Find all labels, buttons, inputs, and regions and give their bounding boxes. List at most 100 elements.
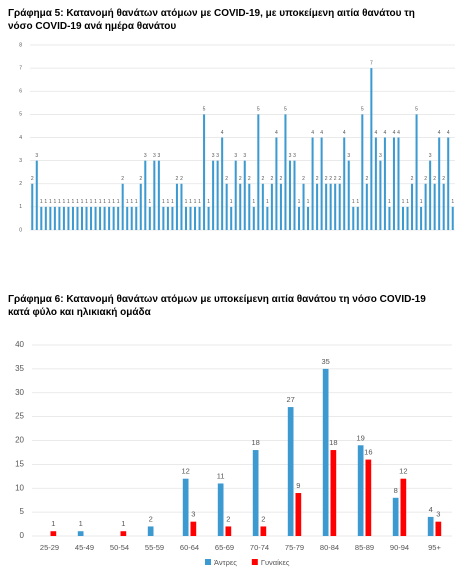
data-label: 1 — [185, 199, 188, 205]
y-tick-label: 15 — [15, 459, 24, 468]
bar — [130, 206, 133, 230]
bar — [429, 160, 432, 230]
bar — [451, 206, 454, 230]
data-label: 4 — [275, 130, 278, 136]
data-label: 3 — [429, 153, 432, 159]
x-tick-label: 50-54 — [110, 543, 129, 552]
data-label: 1 — [94, 199, 97, 205]
data-label: 5 — [284, 107, 287, 113]
data-label: 35 — [321, 357, 329, 366]
bar — [252, 450, 259, 536]
bar — [248, 183, 251, 230]
bar — [307, 206, 310, 230]
bar — [275, 137, 278, 230]
data-label: 1 — [307, 199, 310, 205]
bar — [243, 160, 246, 230]
bar — [356, 206, 359, 230]
data-label: 3 — [234, 153, 237, 159]
data-label: 4 — [393, 130, 396, 136]
data-label: 1 — [162, 199, 165, 205]
data-label: 1 — [402, 199, 405, 205]
data-label: 3 — [289, 153, 292, 159]
bar — [397, 137, 400, 230]
data-label: 1 — [126, 199, 129, 205]
x-tick-label: 65-69 — [215, 543, 234, 552]
bar — [288, 160, 291, 230]
data-label: 18 — [329, 438, 337, 447]
data-label: 4 — [397, 130, 400, 136]
bar — [194, 206, 197, 230]
bar — [365, 183, 368, 230]
y-tick-label: 8 — [19, 42, 22, 48]
y-tick-label: 25 — [15, 412, 24, 421]
bar — [270, 183, 273, 230]
data-label: 3 — [216, 153, 219, 159]
bar — [383, 137, 386, 230]
data-label: 1 — [81, 199, 84, 205]
bar — [252, 206, 255, 230]
data-label: 1 — [230, 199, 233, 205]
bar — [347, 160, 350, 230]
y-tick-label: 10 — [15, 483, 24, 492]
bar — [352, 206, 355, 230]
data-label: 3 — [243, 153, 246, 159]
x-tick-label: 85-89 — [355, 543, 374, 552]
data-label: 1 — [99, 199, 102, 205]
data-label: 1 — [49, 199, 52, 205]
data-label: 4 — [384, 130, 387, 136]
bar — [217, 483, 224, 536]
x-tick-label: 75-79 — [285, 543, 304, 552]
data-label: 3 — [35, 153, 38, 159]
data-label: 3 — [157, 153, 160, 159]
bar — [184, 206, 188, 230]
bar — [316, 183, 319, 230]
data-label: 4 — [447, 130, 450, 136]
bar — [120, 531, 127, 536]
data-label: 2 — [121, 176, 124, 182]
x-tick-label: 45-49 — [75, 543, 94, 552]
data-label: 5 — [203, 107, 206, 113]
data-label: 2 — [338, 176, 341, 182]
bar — [361, 114, 364, 230]
bar — [420, 206, 423, 230]
data-label: 1 — [189, 199, 192, 205]
bar — [297, 206, 301, 230]
bar — [67, 206, 70, 230]
data-label: 2 — [225, 176, 228, 182]
bar — [203, 114, 206, 230]
bar — [388, 206, 391, 230]
data-label: 1 — [85, 199, 88, 205]
bar — [424, 183, 427, 230]
data-label: 4 — [320, 130, 323, 136]
bar — [257, 114, 260, 230]
data-label: 1 — [451, 199, 454, 205]
data-label: 2 — [334, 176, 337, 182]
x-tick-label: 80-84 — [320, 543, 339, 552]
data-label: 1 — [67, 199, 70, 205]
bar — [144, 160, 147, 230]
bar — [117, 206, 120, 230]
data-label: 1 — [103, 199, 106, 205]
data-label: 2 — [325, 176, 328, 182]
data-label: 19 — [356, 433, 364, 442]
data-label: 2 — [239, 176, 242, 182]
data-label: 1 — [135, 199, 138, 205]
y-tick-label: 0 — [19, 227, 22, 233]
y-tick-label: 40 — [15, 340, 24, 349]
bar — [433, 183, 436, 230]
bar — [126, 206, 129, 230]
bar — [182, 478, 189, 536]
bar — [44, 206, 47, 230]
bar — [311, 137, 314, 230]
data-label: 1 — [356, 199, 359, 205]
data-label: 1 — [76, 199, 79, 205]
bar — [112, 206, 115, 230]
data-label: 8 — [394, 486, 398, 495]
bar — [392, 497, 399, 536]
data-label: 2 — [302, 176, 305, 182]
data-label: 12 — [181, 467, 189, 476]
bar — [212, 160, 215, 230]
bar — [357, 445, 364, 536]
chart-title: Γράφημα 5: Κατανομή θανάτων ατόμων με CO… — [8, 8, 415, 32]
